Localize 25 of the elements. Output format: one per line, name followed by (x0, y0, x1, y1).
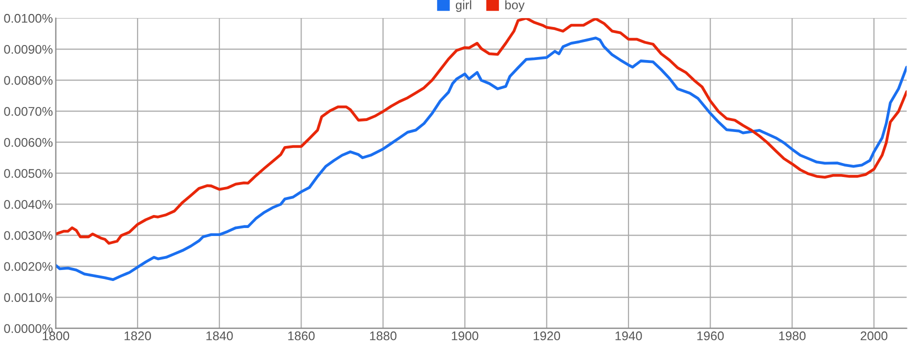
y-tick-label: 0.0050% (4, 169, 53, 178)
y-tick-label: 0.0090% (4, 44, 53, 54)
y-tick-label: 0.0010% (4, 293, 53, 302)
y-tick-label: 0.0060% (4, 138, 53, 147)
x-tick-label: 1800 (42, 331, 70, 340)
x-tick-label: 2000 (860, 331, 888, 340)
y-tick-label: 0.0070% (4, 106, 53, 116)
x-tick-label: 1920 (534, 331, 560, 340)
x-tick-label: 1840 (206, 331, 233, 340)
legend-label: girl (456, 0, 472, 12)
x-tick-label: 1960 (697, 331, 724, 340)
x-tick-label: 1880 (370, 331, 396, 340)
x-tick-label: 1980 (779, 331, 806, 340)
y-tick-label: 0.0040% (4, 200, 53, 209)
y-tick-label: 0.0100% (4, 14, 53, 23)
y-tick-label: 0.0020% (4, 262, 53, 271)
x-tick-label: 1900 (452, 331, 478, 340)
y-tick-label: 0.0000% (4, 324, 53, 333)
x-tick-label: 1820 (124, 331, 151, 340)
x-tick-label: 1940 (616, 331, 642, 340)
legend-label: boy (505, 0, 525, 12)
x-tick-label: 1860 (288, 331, 315, 340)
y-tick-label: 0.0030% (4, 231, 53, 240)
line-series (56, 36, 907, 282)
y-tick-label: 0.0080% (4, 76, 53, 85)
